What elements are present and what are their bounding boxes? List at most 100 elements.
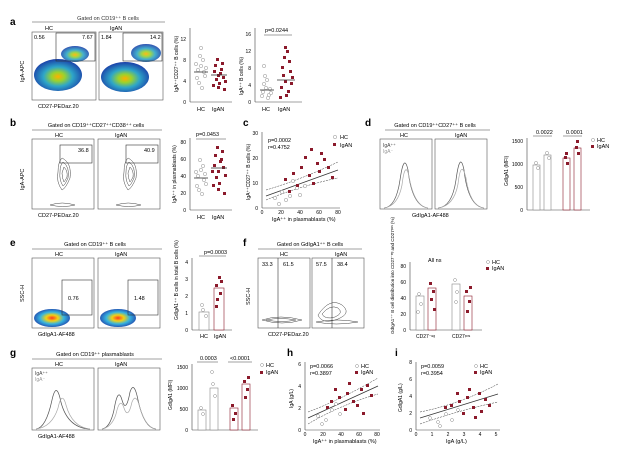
- d-legend-iga-pos: IgA⁺⁺: [383, 143, 396, 149]
- b-y-axis: IgA-APC: [20, 169, 26, 190]
- e-tick-0: 0: [185, 328, 188, 334]
- h-stat-r: r=0.3897: [310, 371, 332, 377]
- h-ytick-2: 4: [298, 384, 301, 390]
- f-tick-2: 40: [400, 296, 406, 302]
- panel-label-h: h: [287, 348, 293, 359]
- b-hc-value: 36.8: [78, 148, 89, 154]
- b-tick-3: 60: [180, 157, 186, 163]
- flow-plot-f-hc: 33.3 61.5: [257, 257, 311, 329]
- c-xtick-0: 0: [261, 210, 264, 216]
- a-quadrant-3: 1.84: [101, 35, 112, 41]
- e-xlabel-hc: HC: [200, 334, 208, 340]
- panel-label-g: g: [10, 348, 16, 359]
- c-xtick-2: 40: [297, 210, 303, 216]
- b-tick-0: 0: [183, 208, 186, 214]
- panel-label-e: e: [10, 238, 16, 249]
- i-xtick-1: 1: [431, 432, 434, 438]
- g-legend-hc: HC: [266, 363, 274, 369]
- d-tick-2: 1000: [512, 162, 523, 168]
- b-tick-4: 80: [180, 140, 186, 146]
- f-y-axis: SSC-H: [246, 288, 252, 305]
- flow-plot-e-igan: 1.48: [97, 257, 161, 329]
- i-xtick-2: 2: [447, 432, 450, 438]
- i-scatter: p=0.0059 r=0.3954 HC IgAN 0 1 2 3 4 5 0 …: [398, 360, 500, 445]
- a-dotplot-2: p=0.0244 0 4 8 12 16 IgA⁺⁺ B cells (%) H…: [239, 28, 302, 113]
- i-ytick-0: 0: [409, 428, 412, 434]
- b-igan-value: 40.9: [144, 148, 155, 154]
- panel-d-group-hc: HC: [400, 133, 408, 139]
- hist-d-hc: IgA⁺⁺ IgA⁻: [379, 138, 433, 210]
- c-xtick-1: 20: [278, 210, 284, 216]
- a-x-axis: CD27-PEDaz.20: [38, 104, 79, 110]
- panel-label-a: a: [10, 17, 16, 28]
- a-p1-xlabel-igan: IgAN: [212, 107, 224, 113]
- i-stat-r: r=0.3954: [421, 371, 443, 377]
- h-xtick-0: 0: [304, 432, 307, 438]
- i-ylabel: GdIgA1 (g/L): [398, 383, 404, 412]
- panel-f-group-igan: IgAN: [335, 252, 347, 258]
- hist-g-igan: [97, 367, 161, 431]
- panel-a-gate: Gated on CD19⁺⁺ B cells: [77, 15, 139, 22]
- c-scatter: p=0.0002 r=0.4752 HC IgAN 0 20 40 60 80 …: [246, 131, 352, 223]
- h-scatter: p=0.0066 r=0.3897 HC IgAN 0 20 40 60 80 …: [289, 362, 380, 445]
- f-ylabel: GdIgA1⁺⁺ B cell distribution into CD27⁻ᵉ…: [390, 217, 395, 334]
- flow-plot-b-igan: 40.9: [97, 138, 161, 210]
- f-hc-value-1: 33.3: [262, 262, 273, 268]
- b-pvalue: p=0.0453: [196, 132, 219, 138]
- e-tick-3: 3: [185, 277, 188, 283]
- h-xtick-4: 80: [374, 432, 380, 438]
- a-quadrant-4: 14.2: [150, 35, 161, 41]
- h-legend-hc: HC: [361, 364, 369, 370]
- panel-b-group-hc: HC: [55, 133, 63, 139]
- panel-e-group-igan: IgAN: [115, 252, 127, 258]
- d-pvalue-2: 0.0001: [566, 130, 583, 136]
- d-tick-3: 1500: [512, 139, 523, 145]
- c-legend-hc: HC: [340, 135, 348, 141]
- g-legend-iga-neg: IgA⁻: [35, 377, 46, 383]
- c-ytick-0: 0: [255, 206, 258, 212]
- panel-label-i: i: [395, 348, 398, 359]
- d-x-axis: GdIgA1-AF488: [412, 213, 449, 219]
- panel-label-d: d: [365, 118, 371, 129]
- hist-d-igan: [434, 138, 488, 210]
- flow-plot-a-hc: 0.56 7.67: [31, 31, 97, 101]
- d-pvalue-1: 0.0022: [536, 130, 553, 136]
- c-xtick-4: 80: [335, 210, 341, 216]
- a-p2-tick-4: 16: [245, 32, 251, 38]
- panel-f-gate: Gated on GdIgA1⁺⁺ B cells: [277, 241, 344, 248]
- e-pvalue: p=0.0003: [204, 250, 227, 256]
- h-ytick-0: 0: [298, 428, 301, 434]
- g-legend-igan: IgAN: [266, 370, 278, 376]
- d-legend-igan: IgAN: [597, 144, 609, 150]
- h-legend-igan: IgAN: [361, 370, 373, 376]
- e-y-axis: SSC-H: [20, 285, 26, 302]
- d-tick-0: 0: [520, 208, 523, 214]
- a-dotplot-1: 0 4 8 12 IgA⁺⁺CD27⁺⁺ B cells (%) HC IgAN: [174, 28, 232, 113]
- g-tick-1: 500: [180, 407, 189, 413]
- panel-g-gate: Gated on CD19⁺⁺ plasmablasts: [56, 351, 134, 358]
- d-ylabel: GdIgA1 (MFI): [504, 155, 510, 186]
- i-xtick-4: 4: [479, 432, 482, 438]
- f-tick-3: 60: [400, 280, 406, 286]
- e-x-axis: GdIgA1-AF488: [38, 332, 75, 338]
- i-ytick-3: 6: [409, 377, 412, 383]
- e-xlabel-igan: IgAN: [214, 334, 226, 340]
- panel-label-c: c: [243, 118, 249, 129]
- f-tick-4: 80: [400, 264, 406, 270]
- a-p1-tick-1: 4: [183, 79, 186, 85]
- c-xtick-3: 60: [316, 210, 322, 216]
- c-ytick-1: 10: [252, 181, 258, 187]
- panel-label-f: f: [243, 238, 247, 249]
- flow-plot-a-igan: 1.84 14.2: [98, 31, 164, 101]
- a-p1-ylabel: IgA⁺⁺CD27⁺⁺ B cells (%): [174, 36, 180, 92]
- f-hc-value-2: 61.5: [283, 262, 294, 268]
- g-pvalue-2: <0.0001: [230, 356, 250, 362]
- c-xlabel: IgA⁺⁺ in plasmablasts (%): [272, 216, 336, 223]
- c-stat-r: r=0.4752: [268, 145, 290, 151]
- panel-a-group-igan: IgAN: [110, 26, 122, 32]
- f-cat-1: CD27⁻ᵉᵍ: [416, 334, 435, 340]
- f-igan-value-1: 57.5: [316, 262, 327, 268]
- d-tick-1: 500: [515, 185, 524, 191]
